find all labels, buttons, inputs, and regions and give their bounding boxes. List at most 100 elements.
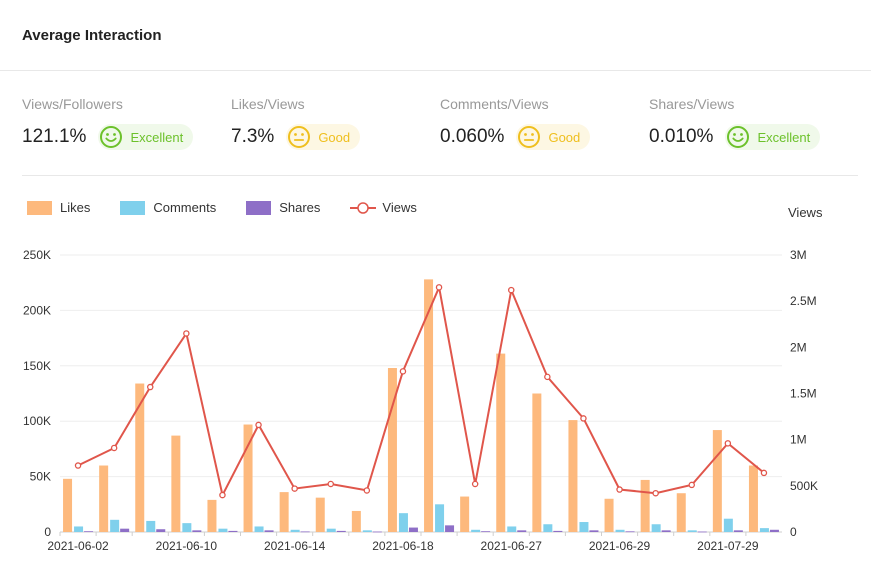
likes-bar (387, 368, 397, 532)
comments-bar (218, 528, 228, 532)
shares-bar (553, 530, 563, 532)
views-point (399, 368, 407, 375)
excellent-smile-icon (100, 126, 123, 148)
likes-bar (135, 383, 145, 532)
comments-bar (110, 519, 120, 532)
views-point (183, 330, 190, 337)
shares-bar (661, 530, 671, 532)
shares-bar (589, 530, 599, 532)
shares-bar (697, 531, 707, 533)
likes-bar (351, 510, 361, 532)
comments-bar (326, 528, 336, 532)
rating-badge: Good (516, 124, 591, 150)
x-tick-label: 2021-06-27 (481, 539, 543, 553)
y-left-tick-label: 0 (44, 525, 51, 539)
likes-bar (568, 420, 578, 532)
views-point (580, 415, 587, 422)
chart-legend: Likes Comments Shares Views (27, 200, 447, 215)
comments-bar (471, 529, 481, 532)
views-point (724, 440, 732, 447)
x-tick-label: 2021-06-14 (264, 539, 326, 553)
metric-value: 121.1% (22, 126, 87, 147)
comments-bar (723, 518, 733, 532)
shares-bar (445, 525, 455, 532)
views-point (544, 373, 551, 381)
likes-bar (640, 479, 650, 532)
metric-comments-views: Comments/Views 0.060% Good (440, 96, 591, 150)
likes-bar (424, 279, 434, 532)
y-right-tick-label: 2.5M (790, 294, 817, 308)
views-line (77, 283, 765, 499)
comments-bar (182, 523, 192, 532)
legend-label: Likes (60, 200, 91, 215)
excellent-smile-icon (727, 126, 750, 148)
metric-value: 0.010% (649, 126, 714, 147)
legend-item-shares[interactable]: Shares (246, 200, 320, 215)
metric-shares-views: Shares/Views 0.010% Excellent (649, 96, 821, 150)
likes-bar (676, 493, 686, 532)
x-tick-label: 2021-07-29 (697, 539, 759, 553)
likes-bar (99, 465, 109, 532)
metric-value: 7.3% (231, 126, 275, 147)
shares-bar (120, 528, 130, 532)
shares-bar (733, 530, 743, 532)
metric-label: Views/Followers (22, 96, 123, 112)
interaction-chart: 0 50K 100K 150K 200K 250K 0 500K 1M 1.5M 2M 2.5M 3M 2… (23, 248, 818, 553)
views-point (652, 489, 659, 497)
shares-bar (300, 531, 310, 533)
likes-bar (207, 499, 217, 532)
shares-bar (625, 531, 635, 533)
comments-bar (290, 529, 300, 532)
metric-label: Shares/Views (649, 96, 735, 112)
comments-bar (687, 530, 697, 532)
legend-item-views[interactable]: Views (350, 200, 417, 215)
metric-views-followers: Views/Followers 121.1% Excellent (22, 96, 194, 150)
legend-label: Comments (153, 200, 217, 215)
y-right-tick-label: 1.5M (790, 387, 817, 401)
y-left-tick-label: 200K (23, 303, 51, 317)
rating-text: Good (548, 129, 581, 145)
views-point (616, 486, 623, 493)
y-left-tick-label: 50K (30, 470, 51, 484)
comments-bar (435, 504, 445, 532)
likes-bar (712, 430, 722, 532)
y-right-tick-label: 3M (790, 248, 807, 262)
y-right-tick-label: 500K (790, 479, 818, 493)
likes-bar (748, 465, 758, 532)
likes-bar (279, 492, 289, 532)
shares-bar (228, 530, 238, 532)
metric-label: Likes/Views (231, 96, 305, 112)
y-left-tick-label: 100K (23, 414, 51, 428)
likes-bar (243, 424, 253, 532)
x-tick-label: 2021-06-18 (372, 539, 434, 553)
rating-badge: Good (286, 124, 361, 150)
views-point (255, 421, 262, 429)
legend-label: Views (382, 200, 417, 215)
comments-bar (651, 524, 661, 532)
views-point (363, 487, 371, 494)
shares-bar (192, 530, 202, 532)
rating-text: Excellent (757, 129, 811, 145)
right-axis-title: Views (788, 205, 823, 220)
likes-bar (496, 353, 506, 532)
y-right-tick-label: 1M (790, 433, 807, 447)
neutral-face-icon (288, 126, 311, 148)
rating-text: Excellent (130, 129, 184, 145)
likes-swatch (27, 200, 52, 215)
neutral-face-icon (518, 126, 541, 148)
rating-badge: Excellent (98, 124, 194, 150)
legend-item-likes[interactable]: Likes (27, 200, 90, 215)
shares-bar (517, 530, 527, 532)
y-left-tick-label: 150K (23, 359, 51, 373)
metric-value: 0.060% (440, 126, 505, 147)
shares-bar (769, 529, 779, 532)
shares-swatch (246, 200, 272, 215)
y-right-tick-label: 0 (790, 525, 797, 539)
metric-label: Comments/Views (440, 96, 549, 112)
likes-bar (532, 393, 542, 532)
comments-swatch (120, 200, 146, 215)
views-point (507, 286, 515, 294)
legend-item-comments[interactable]: Comments (120, 200, 216, 215)
card-header: Average Interaction (0, 0, 871, 71)
